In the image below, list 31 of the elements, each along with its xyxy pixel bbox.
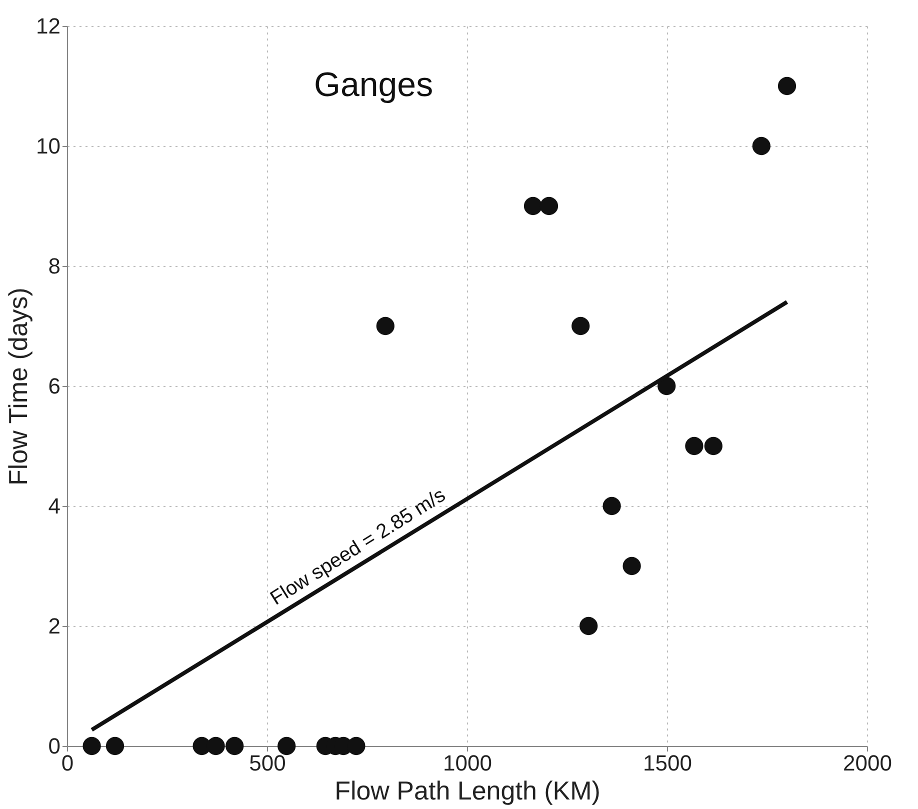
y-tick-label: 8	[48, 254, 60, 278]
y-tick-label: 6	[48, 374, 60, 398]
point	[572, 316, 590, 336]
y-axis-title: Flow Time (days)	[3, 288, 34, 486]
x-tick-label: 500	[249, 750, 286, 776]
point	[106, 736, 124, 756]
point	[82, 736, 101, 756]
point	[622, 556, 641, 576]
point	[778, 76, 796, 96]
point	[704, 436, 722, 456]
x-tick-label: 2000	[843, 750, 892, 776]
x-axis-title: Flow Path Length (KM)	[334, 776, 600, 806]
point	[580, 616, 598, 636]
x-tick-label: 1500	[643, 750, 692, 776]
y-tick-label: 2	[48, 614, 60, 638]
point	[658, 376, 676, 396]
point	[226, 736, 244, 756]
x-tick-label: 1000	[443, 750, 492, 776]
point	[540, 196, 558, 216]
annotation: Ganges	[314, 66, 434, 104]
point	[752, 136, 770, 156]
y-tick-label: 10	[36, 134, 60, 158]
point	[278, 736, 296, 756]
point	[524, 196, 542, 216]
point	[602, 496, 621, 516]
point	[685, 436, 704, 456]
point	[206, 736, 225, 756]
y-tick-label: 12	[36, 14, 60, 38]
y-tick-label: 0	[48, 734, 60, 758]
point	[376, 316, 394, 336]
y-tick-label: 4	[48, 494, 60, 518]
